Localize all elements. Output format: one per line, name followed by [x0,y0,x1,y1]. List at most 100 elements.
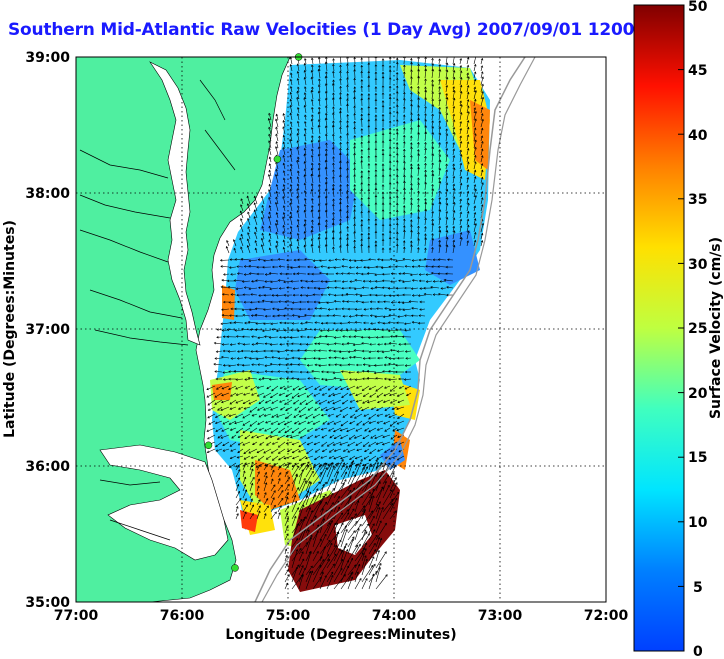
vector-arrowhead [244,321,247,325]
vector-arrowhead [480,163,484,166]
vector-arrowhead [243,286,247,289]
vector-arrowhead [324,97,328,101]
velocity-vector [298,551,304,562]
velocity-vector [229,399,237,405]
velocity-vector [466,92,469,100]
velocity-vector [368,504,379,520]
vector-arrowhead [282,134,286,138]
velocity-vector [424,90,427,100]
velocity-vector [342,462,349,467]
vector-arrowhead [261,225,264,229]
vector-arrowhead [296,96,299,100]
velocity-vector [261,210,265,219]
velocity-vector [367,273,377,275]
vector-arrowhead [298,450,301,453]
vector-arrowhead [367,62,371,65]
vector-arrowhead [466,141,470,144]
velocity-vector [222,293,230,296]
vector-arrowhead [236,357,240,360]
vector-arrowhead [234,307,237,311]
velocity-vector [347,564,357,576]
vector-arrowhead [270,451,274,454]
velocity-vector [268,113,272,121]
velocity-vector [279,336,286,338]
velocity-vector [304,245,307,254]
velocity-vector [304,142,307,149]
velocity-vector [459,191,462,198]
velocity-vector [347,84,349,93]
vector-arrowhead [381,127,385,130]
vector-arrowhead [381,104,385,108]
vector-arrowhead [459,70,463,73]
vector-arrowhead [347,350,351,353]
vector-arrowhead [311,162,314,166]
vector-arrowhead [374,244,378,247]
velocity-vector [291,473,298,492]
vector-arrowhead [445,128,448,131]
vector-arrowhead [388,265,391,269]
vector-arrowhead [403,126,406,130]
vector-arrowhead [388,196,392,199]
vector-arrowhead [333,349,336,353]
vector-arrowhead [362,401,365,404]
velocity-vector [368,535,378,548]
velocity-vector [319,136,321,142]
velocity-vector [326,563,335,576]
vector-arrowhead [437,265,440,268]
vector-arrowhead [419,308,422,311]
velocity-vector [384,308,391,310]
velocity-vector [438,244,441,254]
vector-arrowhead [417,294,421,297]
velocity-vector [314,385,321,390]
velocity-vector [283,280,293,283]
velocity-vector [244,266,251,268]
velocity-vector [341,273,349,275]
vector-arrowhead [249,424,253,427]
vector-arrowhead [332,156,335,159]
velocity-vector [206,392,216,398]
velocity-vector [299,455,307,461]
vector-arrowhead [333,377,336,380]
vector-arrowhead [346,141,349,144]
velocity-vector [311,174,314,184]
velocity-vector [355,392,363,396]
vector-arrowhead [395,77,399,81]
velocity-vector [438,190,441,198]
velocity-vector [333,523,338,534]
velocity-vector [349,378,356,380]
vector-arrowhead [323,545,326,549]
velocity-vector [222,441,230,446]
vector-arrowhead [411,259,415,262]
vector-arrowhead [275,231,278,235]
vector-arrowhead [365,577,368,581]
velocity-vector [459,58,462,65]
velocity-vector [410,244,412,254]
x-axis-label: Longitude (Degrees:Minutes) [225,627,456,643]
velocity-vector [397,399,405,403]
velocity-vector [383,420,391,425]
vector-arrowhead [346,57,349,59]
vector-arrowhead [402,64,406,67]
vector-arrowhead [247,211,250,214]
vector-arrowhead [252,442,255,446]
vector-arrowhead [339,409,343,412]
velocity-vector [223,273,230,275]
velocity-vector [279,287,286,289]
vector-arrowhead [447,258,450,262]
velocity-vector [389,465,397,478]
velocity-vector [235,385,244,390]
velocity-vector [347,576,353,590]
vector-arrowhead [318,135,321,139]
vector-arrowhead [373,563,376,567]
vector-arrowhead [396,356,400,360]
vector-arrowhead [238,498,242,501]
velocity-vector [325,177,328,184]
vector-arrowhead [310,570,314,573]
velocity-vector [354,97,356,107]
vector-arrowhead [424,181,427,185]
vector-arrowhead [466,210,470,214]
vector-arrowhead [480,135,484,138]
velocity-vector [221,399,230,403]
vector-arrowhead [368,293,372,297]
velocity-vector [292,455,300,459]
